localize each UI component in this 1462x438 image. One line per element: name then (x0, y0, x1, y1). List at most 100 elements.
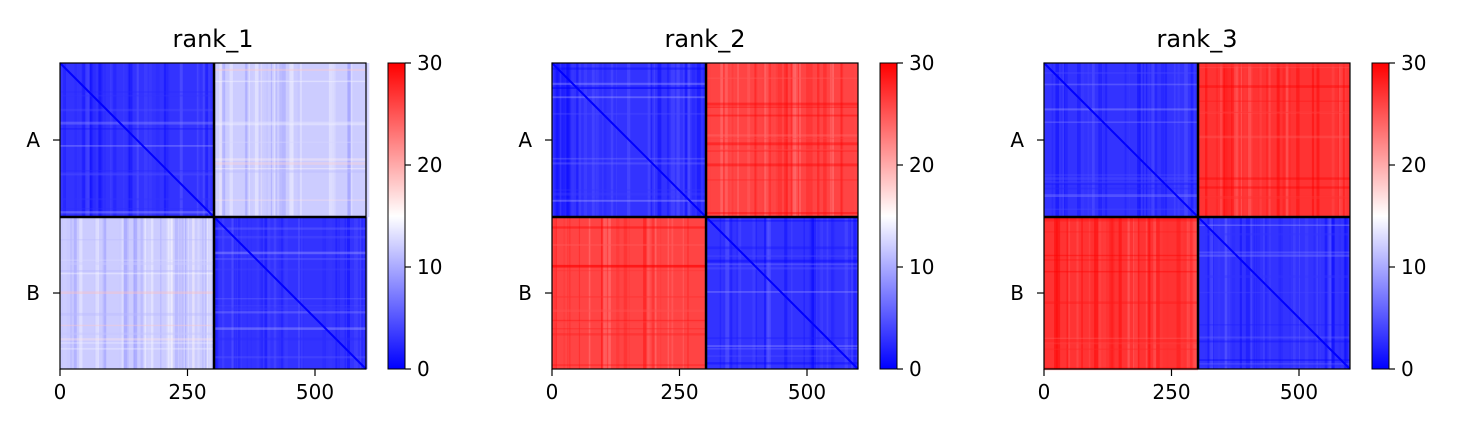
heatmap-texture-row (706, 348, 858, 350)
heatmap-texture-col (1128, 63, 1131, 218)
heatmap-texture-col (806, 63, 810, 218)
heatmap-texture-col (669, 63, 672, 218)
heatmap-texture-col (1223, 63, 1225, 218)
heatmap-texture-col (764, 63, 766, 218)
heatmap-texture-col (643, 217, 647, 369)
heatmap-texture-col (1062, 63, 1066, 218)
heatmap-texture-col (1137, 63, 1141, 218)
heatmap-texture-col (86, 63, 91, 218)
heatmap-texture-col (1255, 217, 1257, 369)
heatmap-texture-col (102, 63, 105, 218)
heatmap-texture-row (552, 265, 707, 268)
heatmap-texture-col (264, 63, 268, 218)
heatmap-texture-col (1094, 217, 1099, 369)
panel-title: rank_1 (173, 25, 254, 53)
heatmap-texture-col (1103, 63, 1106, 218)
heatmap-texture-row (1044, 182, 1199, 185)
heatmap-texture-col (148, 63, 152, 218)
heatmap-texture-col (675, 217, 677, 369)
heatmap-texture-col (567, 217, 569, 369)
heatmap-texture-col (255, 63, 259, 218)
heatmap-texture-col (1316, 217, 1321, 369)
heatmap-texture-row (1198, 64, 1350, 67)
heatmap-texture-col (322, 217, 326, 369)
heatmap-texture-col (221, 63, 224, 218)
heatmap-texture-row (706, 259, 858, 263)
heatmap-texture-col (1148, 217, 1151, 369)
heatmap-texture-col (1140, 63, 1143, 218)
heatmap-texture-col (267, 217, 271, 369)
heatmap-texture-col (737, 217, 741, 369)
heatmap-texture-col (66, 217, 71, 369)
heatmap-texture-row (706, 102, 858, 106)
heatmap-texture-row (214, 80, 366, 83)
heatmap-texture-col (560, 63, 563, 218)
heatmap-texture-row (552, 295, 707, 298)
heatmap-texture-col (809, 63, 813, 218)
heatmap-texture-col (820, 217, 823, 369)
heatmap-texture-row (1044, 194, 1199, 198)
heatmap-texture-col (1265, 217, 1268, 369)
heatmap-texture-col (263, 217, 267, 369)
heatmap-texture-col (598, 63, 602, 218)
heatmap-texture-col (1278, 217, 1282, 369)
heatmap-texture-col (646, 217, 651, 369)
heatmap-texture-col (204, 63, 208, 218)
heatmap-texture-col (271, 63, 274, 218)
colorbar-tick-label: 0 (909, 357, 922, 381)
heatmap-texture-col (202, 217, 204, 369)
heatmap-texture-col (259, 217, 264, 369)
heatmap-texture-col (853, 217, 857, 369)
heatmap-texture-col (98, 217, 101, 369)
heatmap-texture-col (814, 217, 818, 369)
heatmap-texture-col (1240, 63, 1242, 218)
heatmap-texture-col (264, 217, 268, 369)
heatmap-texture-row (1198, 195, 1350, 198)
colorbar-tick-label: 20 (417, 153, 442, 177)
heatmap-texture-col (150, 217, 154, 369)
heatmap-texture-col (1268, 63, 1271, 218)
heatmap-texture-col (92, 63, 95, 218)
heatmap-texture-col (235, 217, 238, 369)
heatmap-texture-row (214, 199, 366, 201)
heatmap-texture-col (1127, 217, 1130, 369)
heatmap-texture-col (1205, 63, 1208, 218)
heatmap-texture-col (791, 217, 793, 369)
heatmap-texture-col (1262, 217, 1265, 369)
heatmap-texture-row (552, 192, 707, 196)
heatmap-texture-col (676, 63, 680, 218)
heatmap-texture-col (1118, 217, 1122, 369)
heatmap-texture-col (817, 63, 820, 218)
heatmap-texture-row (1198, 275, 1350, 278)
heatmap-texture-col (335, 217, 338, 369)
heatmap-texture-col (766, 217, 769, 369)
heatmap-texture-row (214, 337, 366, 341)
heatmap-texture-col (123, 217, 128, 369)
heatmap-texture-col (187, 217, 189, 369)
heatmap-texture-col (259, 63, 262, 218)
heatmap-texture-row (706, 142, 858, 146)
heatmap-texture-row (1044, 121, 1199, 124)
heatmap-texture-col (1150, 63, 1153, 218)
heatmap-texture-row (1044, 217, 1199, 220)
heatmap-texture-col (1328, 217, 1332, 369)
heatmap-texture-col (1331, 217, 1335, 369)
heatmap-texture-col (1224, 63, 1228, 218)
heatmap-texture-col (167, 63, 169, 218)
heatmap-texture-col (815, 217, 818, 369)
heatmap-texture-col (1279, 217, 1283, 369)
heatmap-texture-row (706, 149, 858, 152)
y-tick-label-chain-A: A (1010, 128, 1024, 152)
heatmap-texture-col (279, 63, 283, 218)
heatmap-texture-col (113, 63, 117, 218)
heatmap-texture-col (1187, 217, 1189, 369)
heatmap-texture-row (706, 212, 858, 215)
heatmap-texture-row (552, 198, 707, 200)
heatmap-texture-col (1146, 63, 1148, 218)
heatmap-texture-col (719, 217, 722, 369)
heatmap-texture-col (1338, 217, 1341, 369)
heatmap-texture-col (764, 217, 768, 369)
heatmap-texture-row (706, 355, 858, 357)
heatmap-texture-col (1243, 63, 1247, 218)
